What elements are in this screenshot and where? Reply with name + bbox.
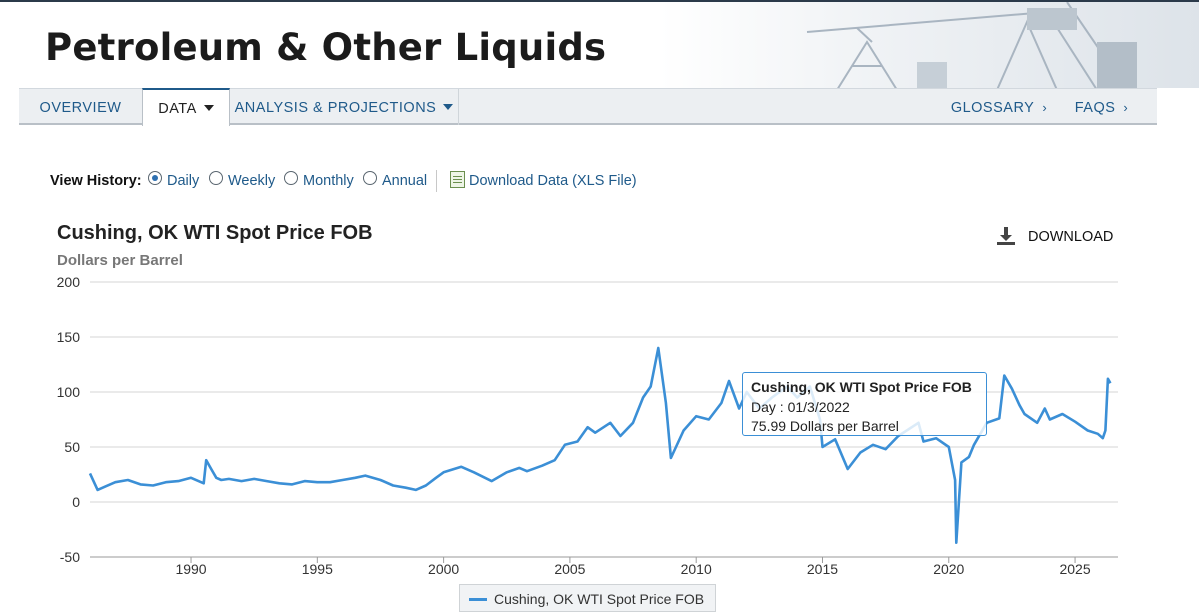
- x-tick-label: 2020: [933, 561, 964, 577]
- chart-y-unit-label: Dollars per Barrel: [57, 252, 183, 269]
- x-tick-label: 2010: [681, 561, 712, 577]
- price-line-chart: -50 0 50 100 150 200 1990 1995 2000 2005 2010 2015 2…: [57, 274, 1118, 577]
- radio-daily-label[interactable]: Daily: [167, 173, 200, 189]
- tab-faqs-label: FAQS: [1074, 100, 1116, 116]
- download-icon: [997, 227, 1015, 245]
- caret-down-icon: [203, 105, 214, 111]
- chevron-right-icon: ›: [1042, 100, 1048, 115]
- tooltip-title: Cushing, OK WTI Spot Price FOB: [751, 379, 972, 395]
- tooltip-value: 75.99 Dollars per Barrel: [751, 418, 899, 434]
- x-tick-label: 2025: [1059, 561, 1090, 577]
- tab-data[interactable]: DATA: [142, 88, 230, 126]
- tab-overview[interactable]: OVERVIEW: [19, 89, 142, 125]
- x-tick-label: 1990: [175, 561, 206, 577]
- page-title: Petroleum & Other Liquids: [45, 26, 607, 69]
- y-tick-label: 200: [57, 274, 81, 290]
- radio-monthly[interactable]: [284, 171, 298, 185]
- divider: [436, 170, 437, 192]
- tab-analysis-label: ANALYSIS & PROJECTIONS: [234, 100, 437, 116]
- chart-legend[interactable]: Cushing, OK WTI Spot Price FOB: [459, 584, 716, 612]
- tab-glossary-label: GLOSSARY: [950, 100, 1035, 116]
- y-tick-label: -50: [60, 549, 80, 565]
- view-history-label: View History:: [50, 173, 142, 189]
- tab-data-label: DATA: [158, 101, 197, 117]
- tab-faqs[interactable]: FAQS ›: [1064, 89, 1139, 125]
- tab-glossary[interactable]: GLOSSARY ›: [944, 89, 1054, 125]
- x-tick-label: 2005: [554, 561, 585, 577]
- tab-overview-label: OVERVIEW: [39, 100, 122, 116]
- tooltip-date: Day : 01/3/2022: [751, 398, 850, 415]
- tab-analysis-projections[interactable]: ANALYSIS & PROJECTIONS: [230, 89, 459, 125]
- oil-pump-jack-image: [806, 2, 1137, 88]
- radio-monthly-label[interactable]: Monthly: [303, 173, 354, 189]
- download-label: DOWNLOAD: [1028, 229, 1114, 245]
- legend-label: Cushing, OK WTI Spot Price FOB: [494, 591, 705, 607]
- caret-down-icon: [443, 104, 454, 110]
- y-tick-label: 50: [64, 439, 80, 455]
- spreadsheet-icon[interactable]: [450, 171, 465, 188]
- y-tick-label: 100: [57, 384, 81, 400]
- radio-weekly[interactable]: [209, 171, 223, 185]
- x-tick-label: 1995: [302, 561, 333, 577]
- download-xls-link[interactable]: Download Data (XLS File): [469, 173, 637, 189]
- y-tick-label: 150: [57, 329, 81, 345]
- chart-tooltip: Cushing, OK WTI Spot Price FOB Day : 01/…: [742, 372, 987, 436]
- chart-title: Cushing, OK WTI Spot Price FOB: [57, 222, 373, 244]
- radio-annual-label[interactable]: Annual: [382, 173, 428, 189]
- legend-swatch: [469, 598, 487, 601]
- chevron-right-icon: ›: [1123, 100, 1129, 115]
- y-tick-label: 0: [72, 494, 80, 510]
- header-banner: Petroleum & Other Liquids: [0, 0, 1199, 88]
- x-tick-label: 2015: [807, 561, 838, 577]
- radio-weekly-label[interactable]: Weekly: [228, 173, 276, 189]
- main-nav: OVERVIEW DATA ANALYSIS & PROJECTIONS GLO…: [19, 88, 1157, 126]
- x-tick-label: 2000: [428, 561, 459, 577]
- radio-annual[interactable]: [363, 171, 377, 185]
- radio-daily[interactable]: [148, 171, 162, 185]
